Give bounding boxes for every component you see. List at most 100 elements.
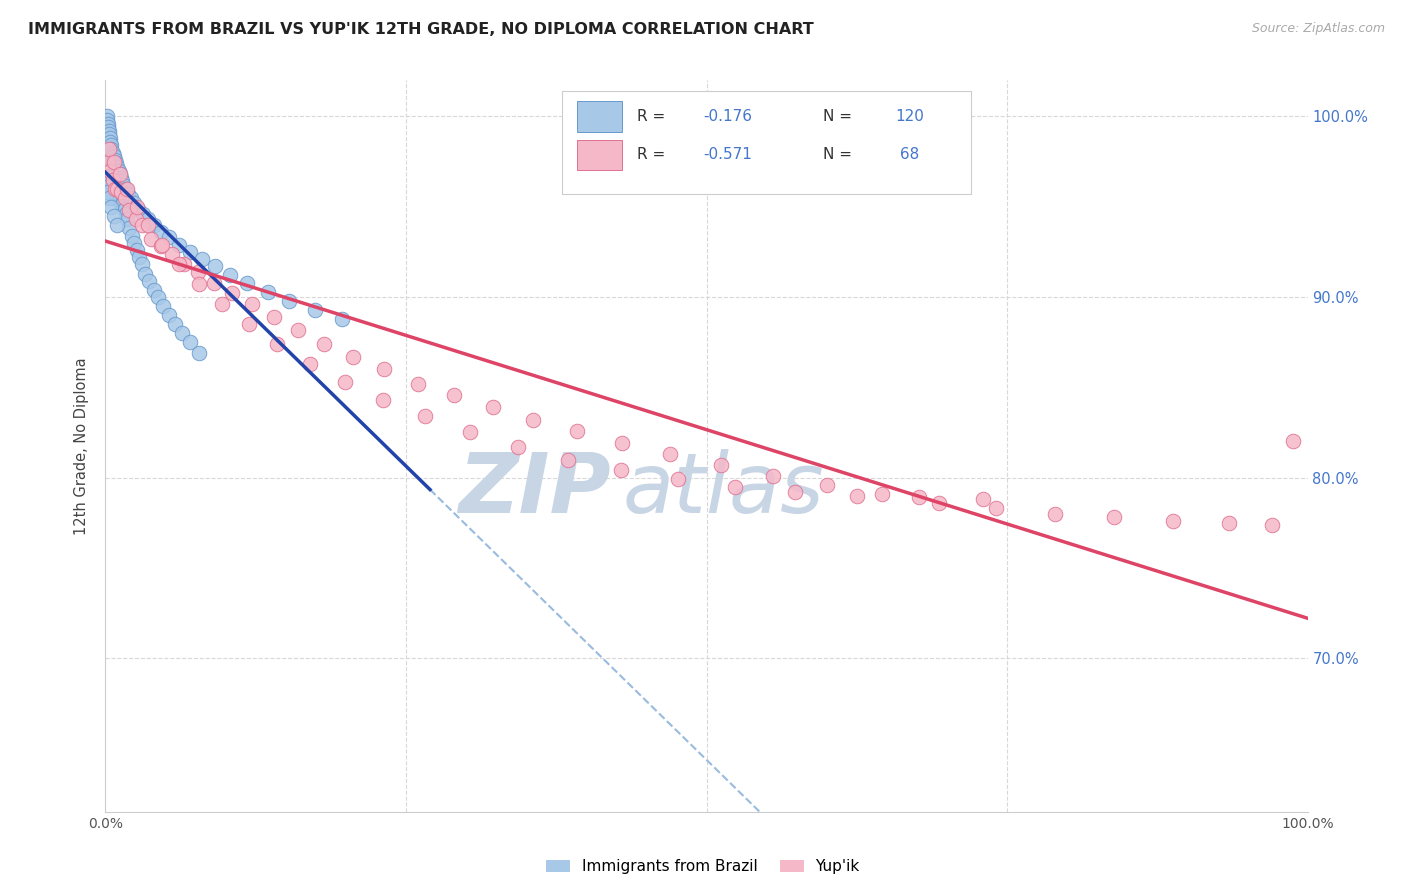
Point (97, 142, 120, 156)
Point (565, 424, 588, 438)
Point (1161, 514, 1184, 528)
Y-axis label: 12th Grade, No Diploma: 12th Grade, No Diploma (75, 357, 90, 535)
Point (1282, 434, 1305, 449)
Text: 120: 120 (896, 109, 924, 124)
Point (136, 218, 159, 232)
Point (1218, 516, 1240, 530)
Point (287, 322, 309, 336)
Point (136, 212, 159, 227)
Point (97, 120, 120, 135)
Point (131, 258, 153, 272)
Point (97, 160, 120, 174)
Point (107, 181, 129, 195)
Point (111, 191, 134, 205)
Text: -0.176: -0.176 (703, 109, 752, 124)
Point (98, 189, 121, 203)
Point (187, 265, 209, 279)
Point (333, 375, 356, 389)
Point (98, 135, 121, 149)
Text: R =: R = (637, 146, 669, 161)
Point (101, 189, 124, 203)
Point (236, 276, 259, 290)
Point (100, 144, 122, 158)
Point (928, 496, 950, 510)
Point (108, 167, 131, 181)
Text: atlas: atlas (623, 450, 824, 531)
Point (107, 174, 129, 188)
Point (443, 387, 465, 401)
Point (127, 202, 149, 216)
Point (179, 335, 201, 350)
Point (105, 186, 128, 200)
Point (173, 258, 195, 272)
Point (117, 187, 139, 202)
Point (458, 425, 481, 440)
Point (100, 138, 122, 153)
Point (114, 202, 136, 216)
Point (103, 154, 125, 169)
Point (98, 158, 121, 172)
Point (98, 153, 121, 167)
Point (100, 163, 122, 178)
Point (98, 186, 121, 200)
Point (413, 409, 436, 424)
Point (908, 491, 931, 505)
Point (188, 346, 211, 360)
Point (481, 400, 503, 414)
Point (506, 440, 529, 454)
Point (101, 149, 124, 163)
Point (557, 452, 579, 467)
Point (138, 274, 160, 288)
Point (107, 179, 129, 194)
Point (110, 186, 132, 200)
Point (211, 297, 233, 311)
Point (98, 163, 121, 178)
Point (165, 317, 187, 331)
Point (124, 212, 146, 227)
Point (131, 218, 153, 232)
Point (373, 362, 395, 376)
Point (96, 154, 118, 169)
Point (125, 200, 148, 214)
Point (98, 142, 121, 156)
Point (108, 167, 131, 181)
Point (104, 153, 127, 167)
Point (238, 317, 260, 331)
Point (298, 357, 321, 371)
Point (110, 186, 132, 200)
Point (870, 487, 893, 501)
Point (112, 178, 135, 192)
Point (256, 285, 278, 299)
Point (96, 109, 118, 123)
Point (373, 392, 395, 407)
Point (204, 260, 226, 274)
Point (108, 179, 131, 194)
Point (107, 186, 129, 200)
Point (103, 209, 125, 223)
Legend: Immigrants from Brazil, Yup'ik: Immigrants from Brazil, Yup'ik (540, 853, 866, 880)
Point (101, 178, 124, 192)
Point (167, 237, 190, 252)
Point (330, 311, 353, 326)
Bar (576, 139, 623, 170)
Point (96, 136, 118, 151)
Point (98, 128, 121, 142)
Point (101, 172, 124, 186)
Point (103, 154, 125, 169)
Point (121, 228, 143, 243)
Point (221, 286, 243, 301)
Point (103, 174, 125, 188)
Point (149, 239, 172, 253)
Point (762, 468, 785, 483)
Point (98, 163, 121, 178)
Point (96, 145, 118, 160)
Point (125, 243, 148, 257)
Point (149, 225, 172, 239)
Point (114, 191, 136, 205)
Point (142, 218, 165, 232)
Point (179, 244, 201, 259)
Point (97, 131, 120, 145)
Point (266, 337, 288, 351)
Point (96, 128, 118, 142)
Point (112, 196, 135, 211)
